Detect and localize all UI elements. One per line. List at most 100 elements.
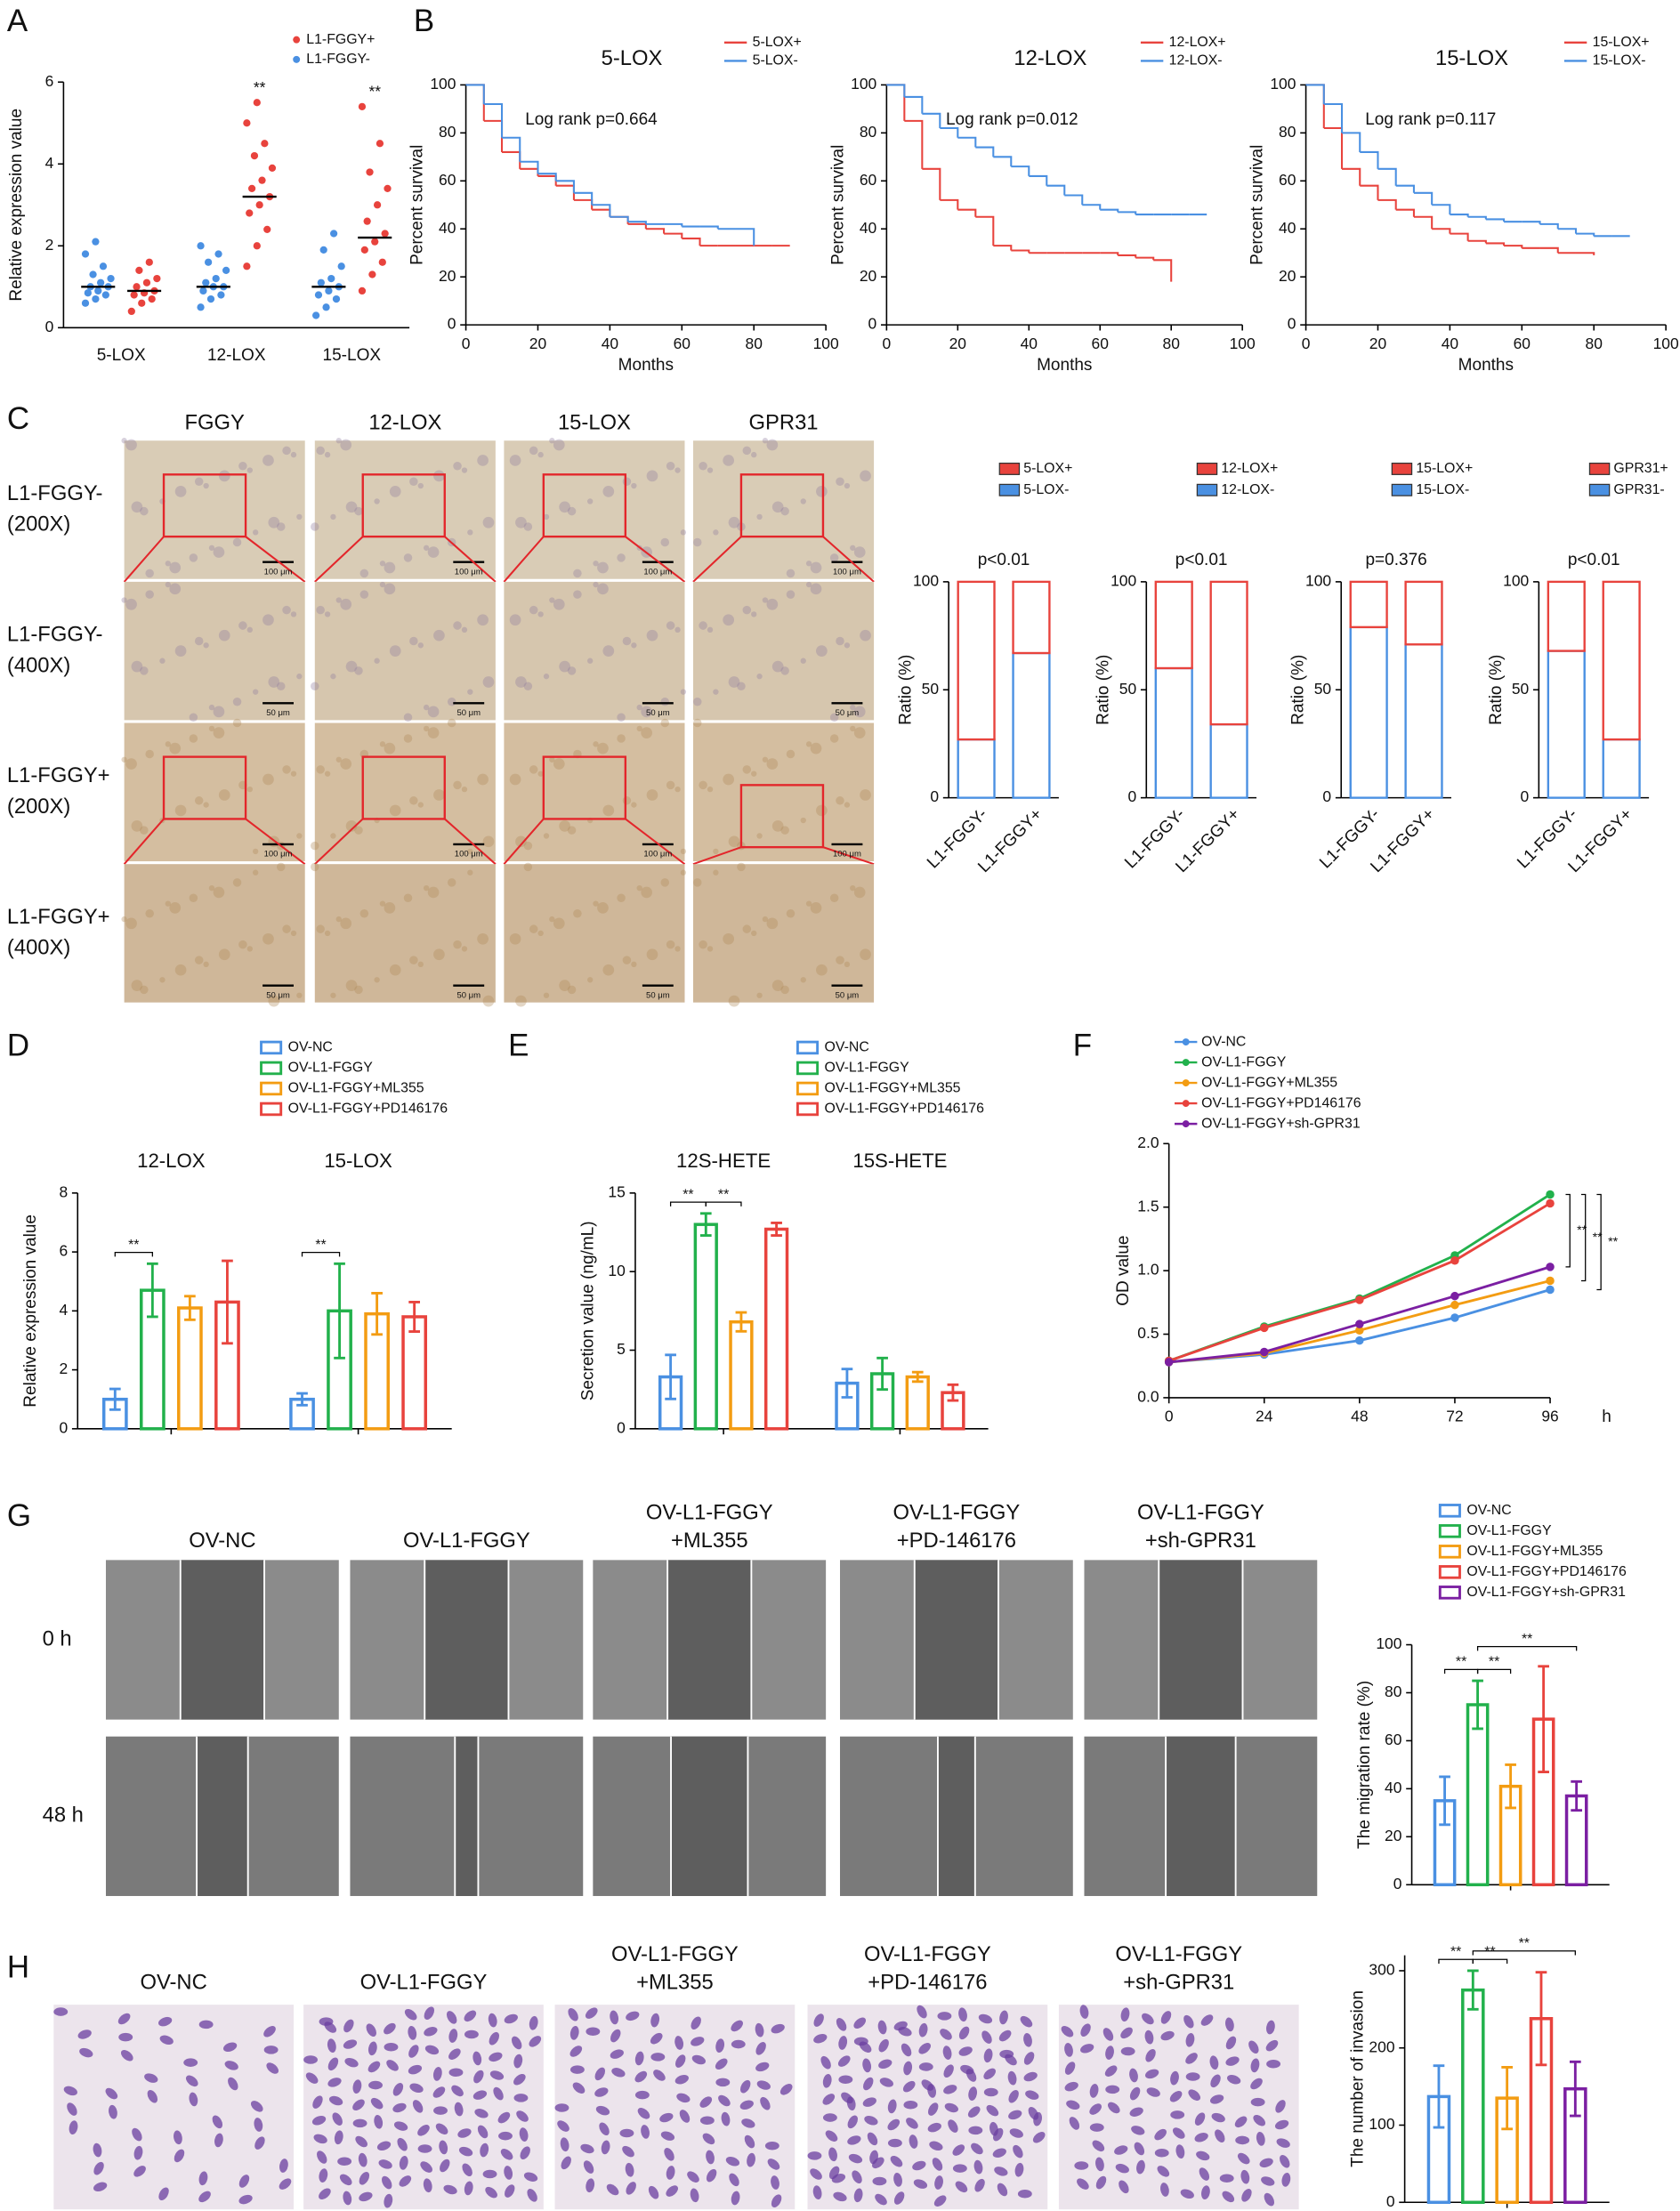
column-header: +ML355 xyxy=(636,1971,714,1995)
cell xyxy=(489,2052,503,2062)
texture xyxy=(559,820,570,832)
significance: ** xyxy=(1593,1231,1603,1245)
texture xyxy=(213,546,225,558)
texture xyxy=(169,902,182,914)
x-tick-label: 60 xyxy=(1514,335,1531,352)
texture xyxy=(125,598,137,610)
cell xyxy=(942,2046,952,2060)
texture xyxy=(543,674,550,680)
significance-bracket xyxy=(1472,1958,1508,1965)
texture xyxy=(246,946,253,952)
legend-swatch xyxy=(796,1040,820,1055)
texture xyxy=(169,742,182,754)
texture xyxy=(529,765,538,774)
texture xyxy=(751,771,757,777)
texture xyxy=(262,773,274,786)
texture xyxy=(723,773,735,786)
texture xyxy=(203,961,209,968)
texture xyxy=(316,765,325,774)
survival-step xyxy=(592,204,611,217)
panel-label: B xyxy=(414,4,434,38)
scale-bar-label: 50 μm xyxy=(836,990,860,1000)
texture xyxy=(165,581,171,588)
dot xyxy=(127,307,135,316)
cell xyxy=(313,2134,327,2144)
significance-bracket xyxy=(1580,1193,1587,1282)
significance: ** xyxy=(682,1187,693,1202)
survival-step xyxy=(520,167,539,176)
zoom-box xyxy=(361,473,446,538)
texture xyxy=(860,789,871,801)
legend-label: OV-NC xyxy=(1466,1503,1511,1518)
cell xyxy=(568,2007,578,2021)
zoom-box xyxy=(361,755,446,820)
survival-step xyxy=(573,191,594,206)
cell xyxy=(513,2054,523,2069)
cell xyxy=(1105,2085,1120,2094)
survival-step xyxy=(555,184,575,200)
texture xyxy=(751,930,757,937)
cell xyxy=(1095,2157,1104,2172)
column-header: OV-L1-FGGY xyxy=(893,1500,1021,1524)
texture xyxy=(597,902,609,914)
survival-step xyxy=(1395,208,1415,217)
texture xyxy=(529,446,538,456)
cell xyxy=(779,2084,793,2095)
y-tick-label: 0 xyxy=(1127,787,1136,805)
cell xyxy=(611,2068,626,2078)
cell xyxy=(913,2179,928,2189)
cell xyxy=(185,2075,198,2087)
bar-segment xyxy=(957,580,996,741)
cell xyxy=(744,2134,755,2149)
survival-step xyxy=(1082,204,1102,210)
cell xyxy=(1007,2070,1017,2086)
cell xyxy=(706,2150,715,2165)
legend-swatch xyxy=(998,462,1021,475)
survival-step xyxy=(573,198,594,210)
cell xyxy=(489,2031,500,2046)
cell xyxy=(687,2171,699,2183)
cell xyxy=(305,2072,319,2084)
cell xyxy=(1008,2110,1022,2120)
dot xyxy=(92,238,100,246)
cell xyxy=(955,2181,968,2193)
image-frame xyxy=(504,581,685,721)
cell xyxy=(1225,2017,1234,2032)
texture xyxy=(523,682,533,691)
column-header: OV-NC xyxy=(140,1971,206,1995)
y-axis-label: Percent survival xyxy=(1248,145,1267,265)
texture xyxy=(707,786,714,793)
cell xyxy=(958,2046,973,2056)
error-bar xyxy=(1439,1775,1450,1827)
y-axis-label: Ratio (%) xyxy=(1487,655,1506,725)
survival-step xyxy=(1485,218,1506,222)
texture xyxy=(174,645,187,657)
texture xyxy=(276,522,286,531)
cell xyxy=(715,2038,725,2054)
cell xyxy=(93,2161,104,2175)
texture xyxy=(409,796,418,805)
cell xyxy=(183,2058,198,2067)
cell xyxy=(983,2087,998,2097)
cell xyxy=(404,2008,417,2021)
cell xyxy=(504,2013,518,2024)
texture xyxy=(174,486,187,497)
image-frame xyxy=(124,722,305,862)
dot xyxy=(327,274,335,283)
cell xyxy=(1275,2100,1286,2113)
survival-step xyxy=(465,84,485,104)
cell xyxy=(676,2093,691,2103)
x-tick-label: 0 xyxy=(1302,335,1311,352)
cell xyxy=(384,2042,399,2052)
survival-step xyxy=(1539,222,1559,230)
cell xyxy=(968,2086,978,2101)
y-tick-label: 0.5 xyxy=(1137,1324,1159,1342)
cell xyxy=(933,2195,947,2207)
marker xyxy=(1450,1255,1459,1265)
error-bar xyxy=(1571,1779,1583,1812)
cell xyxy=(1154,2148,1169,2158)
texture xyxy=(345,980,358,991)
cell xyxy=(864,2116,878,2126)
y-tick-label: 2 xyxy=(59,1360,68,1377)
image xyxy=(121,862,305,1007)
